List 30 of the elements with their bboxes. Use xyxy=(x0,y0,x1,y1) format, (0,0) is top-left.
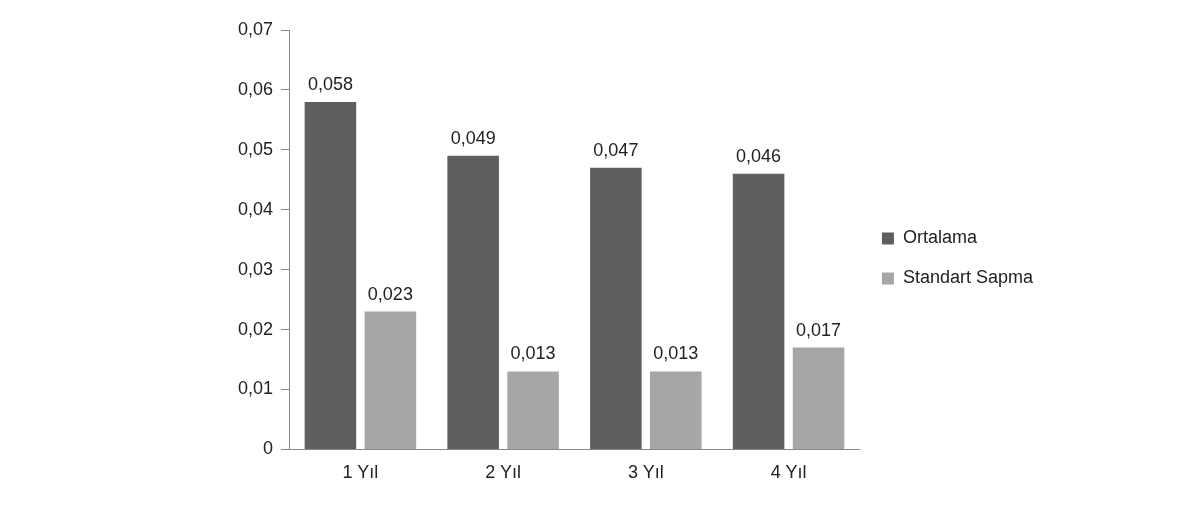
y-tick-label: 0,07 xyxy=(237,18,274,39)
y-tick-label: 0,03 xyxy=(237,258,274,279)
y-tick-label: 0 xyxy=(263,438,274,459)
data-label: 0,049 xyxy=(450,127,496,148)
x-tick-label: 4 Yıl xyxy=(770,462,807,483)
bar xyxy=(304,101,357,449)
data-label: 0,023 xyxy=(367,283,413,304)
bar xyxy=(792,347,845,449)
bar xyxy=(590,167,642,449)
y-tick-label: 0,06 xyxy=(237,78,274,99)
legend-label: Ortalama xyxy=(902,227,978,248)
bar xyxy=(650,371,702,449)
data-label: 0,017 xyxy=(796,319,842,340)
y-tick-label: 0,04 xyxy=(237,198,274,219)
data-label: 0,047 xyxy=(593,139,639,160)
bar xyxy=(447,155,499,449)
data-label: 0,013 xyxy=(510,343,556,364)
bar xyxy=(732,173,785,449)
bar xyxy=(364,311,417,449)
y-tick-label: 0,02 xyxy=(237,318,274,339)
x-tick-label: 3 Yıl xyxy=(627,462,664,483)
x-tick-label: 1 Yıl xyxy=(342,462,379,483)
data-label: 0,013 xyxy=(653,343,699,364)
data-label: 0,046 xyxy=(736,145,782,166)
data-label: 0,058 xyxy=(307,73,353,94)
y-tick-label: 0,01 xyxy=(237,378,274,399)
legend-label: Standart Sapma xyxy=(902,267,1034,288)
y-tick-label: 0,05 xyxy=(237,138,274,159)
x-tick-label: 2 Yıl xyxy=(485,462,521,483)
bar xyxy=(507,371,559,449)
